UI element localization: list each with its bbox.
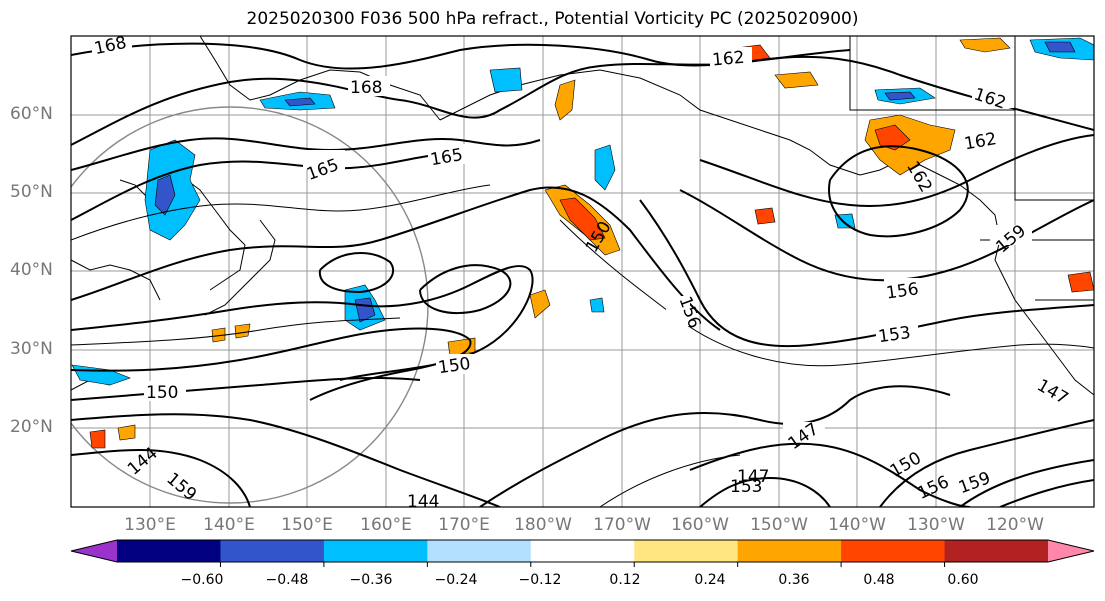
- colorbar-tick-label: −0.60: [180, 572, 224, 588]
- contour-label: 156: [885, 279, 920, 303]
- colorbar-tick-label: 0.60: [947, 572, 979, 588]
- lon-tick-label: 160°W: [671, 515, 729, 535]
- lon-tick-label: 120°W: [986, 515, 1044, 535]
- colorbar-segment: [323, 540, 428, 562]
- contour-label: 150: [146, 383, 178, 403]
- lon-tick-label: 170°W: [593, 515, 651, 535]
- colorbar-tick-label: 0.24: [694, 572, 726, 588]
- colorbar-segment: [634, 540, 739, 562]
- contour-label: 153: [730, 477, 762, 497]
- lat-tick-label: 50°N: [10, 182, 53, 202]
- colorbar-segment: [737, 540, 842, 562]
- colorbar-tick-label: −0.36: [349, 572, 393, 588]
- colorbar-extend-low: [71, 540, 117, 562]
- map-title: 2025020300 F036 500 hPa refract., Potent…: [246, 9, 859, 29]
- lon-tick-label: 180°W: [514, 515, 572, 535]
- lon-tick-label: 130°E: [124, 515, 176, 535]
- lon-tick-label: 150°W: [750, 515, 808, 535]
- colorbar-tick-label: 0.48: [863, 572, 895, 588]
- contour-label: 168: [92, 33, 128, 59]
- pv-shading: [71, 37, 1094, 449]
- contour-label: 144: [407, 492, 439, 512]
- colorbar-tick-label: −0.48: [265, 572, 309, 588]
- contour-lines-thin: [71, 184, 1094, 507]
- map-frame: [70, 35, 1095, 508]
- lat-tick-label: 30°N: [10, 339, 53, 359]
- lon-tick-label: 140°E: [203, 515, 255, 535]
- contour-lines: [71, 42, 1094, 507]
- colorbar-tick-label: −0.12: [518, 572, 562, 588]
- colorbar-extend-high: [1048, 540, 1094, 562]
- lat-tick-label: 60°N: [10, 104, 53, 124]
- lon-tick-label: 140°W: [828, 515, 886, 535]
- colorbar-segment: [220, 540, 325, 562]
- colorbar-segment: [944, 540, 1049, 562]
- contour-label: 147: [737, 467, 769, 487]
- contour-label: 162: [711, 48, 745, 71]
- colorbar: [70, 539, 1095, 567]
- lon-tick-label: 150°E: [281, 515, 333, 535]
- colorbar-tick-label: −0.24: [434, 572, 478, 588]
- lat-tick-label: 20°N: [10, 417, 53, 437]
- colorbar-tick-label: 0.36: [778, 572, 810, 588]
- contour-label: 153: [877, 323, 912, 347]
- colorbar-segment: [427, 540, 532, 562]
- colorbar-segment: [530, 540, 635, 562]
- lon-tick-label: 130°W: [907, 515, 965, 535]
- contour-label: 168: [350, 78, 382, 98]
- contour-labels: 168 168 165 165 162 162 162 159 156 156 …: [92, 33, 1071, 512]
- colorbar-tick-label: 0.12: [609, 572, 641, 588]
- lon-tick-label: 160°E: [360, 515, 412, 535]
- colorbar-outline: [70, 539, 1095, 563]
- lon-tick-label: 170°E: [438, 515, 490, 535]
- colorbar-segment: [117, 540, 221, 562]
- contour-label: 150: [437, 354, 472, 378]
- lat-tick-label: 40°N: [10, 260, 53, 280]
- contour-label-halos: [92, 36, 1032, 507]
- colorbar-segment: [841, 540, 946, 562]
